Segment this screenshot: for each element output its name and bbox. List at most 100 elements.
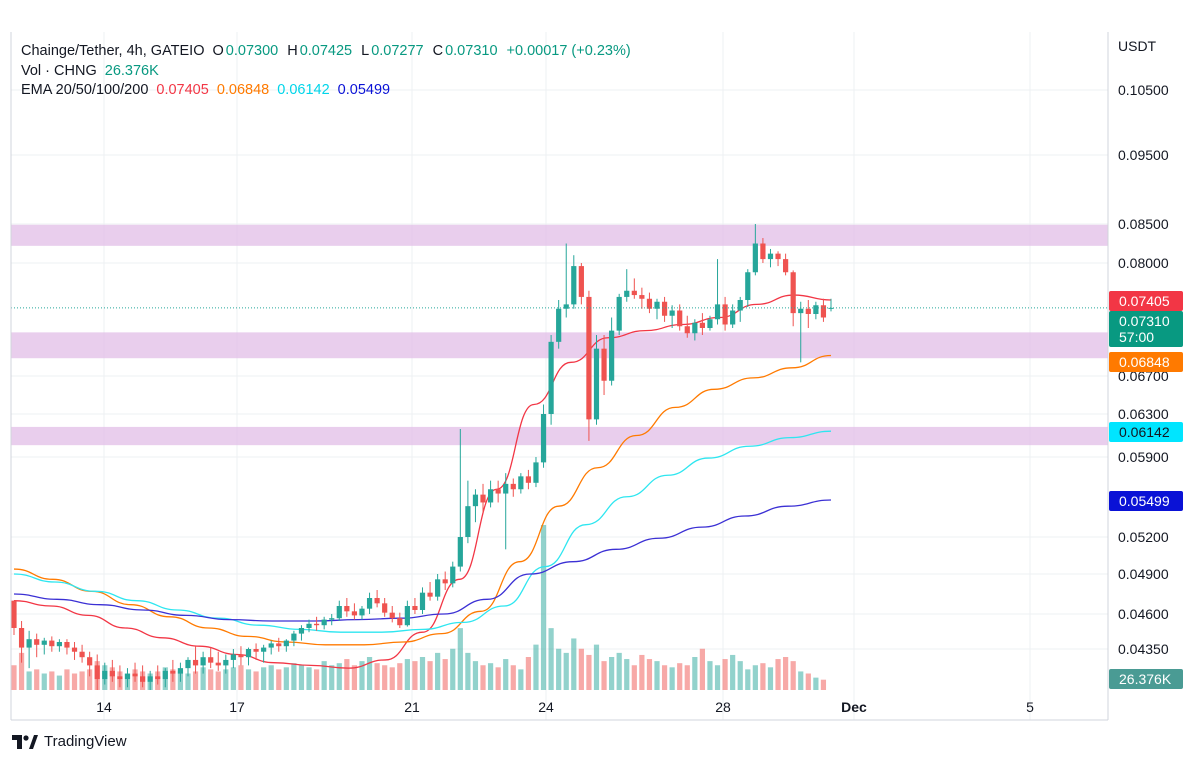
candle-body (495, 489, 501, 494)
candle-body (548, 341, 554, 414)
price-label-text: 0.07405 (1119, 293, 1170, 309)
volume-bar (745, 669, 751, 690)
candle-body (714, 304, 721, 320)
volume-bar (752, 665, 758, 690)
candle-body (162, 670, 168, 680)
candlesticks (11, 224, 834, 690)
volume-bar (760, 663, 766, 690)
candle-body (707, 319, 713, 328)
chart-axes[interactable]: 14 17 21 24 28 Dec 5 0.10500 0.09500 0.08500 0.080… (10, 32, 1169, 721)
candle-body (261, 647, 267, 652)
candle-body (208, 657, 214, 663)
volume-bars (11, 525, 827, 690)
price-tick-label: 0.04900 (1118, 566, 1169, 582)
volume-bar (601, 661, 607, 690)
candle-body (775, 253, 781, 260)
time-tick-label: 21 (404, 699, 420, 715)
price-tick-label: 0.05200 (1118, 529, 1169, 545)
price-tick-label: 0.08000 (1118, 255, 1169, 271)
low-label: L (361, 43, 370, 59)
volume-bar (465, 652, 471, 690)
open-value: 0.07300 (225, 43, 279, 59)
candle-body (419, 592, 426, 610)
high-value: 0.07425 (299, 43, 353, 59)
volume-bar (480, 665, 486, 690)
volume-bar (298, 665, 305, 690)
volume-bar (223, 669, 229, 690)
volume-bar (351, 665, 358, 690)
symbol-title[interactable]: Chainge/Tether, 4h, GATEIO (21, 43, 205, 59)
volume-bar (805, 673, 811, 690)
volume-bar (556, 648, 562, 690)
candle-body (215, 662, 221, 666)
time-tick-label: 24 (538, 699, 554, 715)
zone-band (11, 224, 1108, 246)
price-label-text: 0.06142 (1119, 424, 1170, 440)
candle-body (631, 290, 637, 296)
volume-bar (669, 667, 675, 690)
close-label: C (432, 43, 444, 59)
candle-body (646, 298, 653, 309)
candle-body (359, 608, 365, 616)
volume-bar (472, 661, 479, 690)
price-label-badge (1109, 352, 1183, 372)
volume-bar (382, 665, 388, 690)
volume-bar (79, 671, 85, 690)
volume-bar (87, 669, 93, 690)
candle-body (457, 537, 463, 567)
volume-bar (253, 671, 259, 690)
candle-body (329, 618, 335, 620)
ema-lines (13, 294, 832, 669)
volume-bar (276, 669, 282, 690)
tradingview-brand[interactable]: TradingView (12, 733, 127, 750)
candle-body (71, 647, 78, 652)
candle-body (518, 476, 524, 490)
candle-body (268, 643, 274, 648)
volume-bar (230, 667, 236, 690)
volume-bar (34, 669, 40, 690)
volume-bar (518, 669, 524, 690)
candle-body (351, 611, 358, 616)
candle-body (79, 651, 85, 658)
candle-body (155, 676, 161, 680)
volume-bar (699, 648, 705, 690)
candle-body (427, 592, 433, 597)
candle-body (472, 494, 479, 507)
volume-bar (336, 663, 342, 690)
volume-bar (798, 671, 804, 690)
candle-body (87, 657, 93, 666)
candle-body (283, 640, 289, 647)
candle-body (684, 326, 690, 334)
currency-label: USDT (1118, 38, 1157, 54)
time-tick-label: Dec (841, 699, 867, 715)
volume-label[interactable]: Vol · CHNG (21, 62, 97, 79)
volume-bar (775, 659, 781, 690)
volume-bar (707, 661, 713, 690)
candle-body (397, 618, 403, 626)
volume-bar (609, 657, 615, 690)
volume-bar (238, 665, 244, 690)
candle-body (102, 670, 108, 680)
volume-bar (329, 665, 335, 690)
volume-bar (783, 657, 789, 690)
volume-bar (359, 661, 365, 690)
price-label-badge (1109, 422, 1183, 442)
candle-body (313, 623, 320, 626)
candle-body (820, 305, 827, 318)
volume-bar (192, 671, 199, 690)
price-tick-label: 0.08500 (1118, 216, 1169, 232)
volume-bar (767, 667, 774, 690)
volume-bar (487, 663, 494, 690)
ema-label[interactable]: EMA 20/50/100/200 (21, 82, 149, 98)
ema20-value: 0.07405 (156, 82, 209, 98)
candle-body (291, 633, 297, 641)
volume-value: 26.376K (104, 62, 159, 79)
volume-bar (64, 669, 70, 690)
candle-body (26, 639, 32, 648)
candle-body (238, 654, 244, 658)
candle-body (41, 640, 47, 645)
candle-body (200, 657, 206, 666)
volume-bar (813, 677, 819, 690)
